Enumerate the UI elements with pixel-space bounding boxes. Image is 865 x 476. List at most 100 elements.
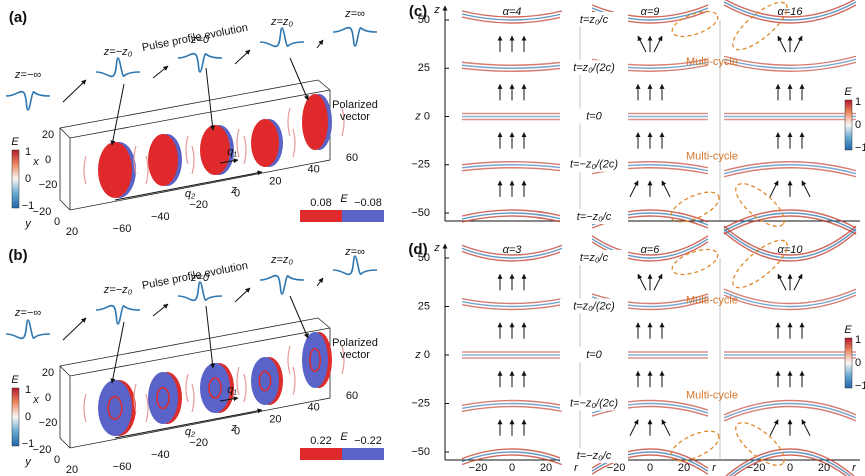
tick-label: 20 <box>818 462 830 474</box>
arrow <box>289 295 309 339</box>
stage-label: z=0 <box>190 34 210 46</box>
legend-swatch <box>300 210 342 222</box>
disk <box>200 363 230 413</box>
q-label: q₁ <box>227 384 237 396</box>
highlight <box>732 239 788 289</box>
field <box>591 238 709 259</box>
arrow <box>234 287 251 303</box>
fringe <box>185 135 247 165</box>
arrow <box>205 305 215 369</box>
colorbar-tick: −1 <box>22 200 35 212</box>
tick-label: 0 <box>234 187 240 199</box>
highlight <box>670 191 720 223</box>
fringe <box>287 345 345 375</box>
arrow <box>629 180 639 198</box>
tick-label: 0 <box>54 216 60 228</box>
stage-label: z=∞ <box>344 8 365 20</box>
field <box>723 405 857 422</box>
tick-label: −20 <box>189 437 208 449</box>
colorbar-tick: 1 <box>25 146 31 158</box>
pulse-icon <box>332 26 378 47</box>
colorbar-tick: −1 <box>855 380 865 392</box>
arrow <box>637 273 647 291</box>
pulse-icon <box>95 304 141 325</box>
field <box>461 244 563 256</box>
field <box>461 301 563 308</box>
axis-label: z <box>433 4 440 16</box>
fringe <box>287 107 345 137</box>
colorbar-tick: −1 <box>22 438 35 450</box>
tick-label: −20 <box>747 462 766 474</box>
legend-label: E <box>340 193 348 205</box>
colorbar-label: E <box>11 136 19 148</box>
disk <box>148 372 178 424</box>
stage-label: z=−z₀ <box>103 284 133 296</box>
tick-label: 0 <box>54 454 60 466</box>
field <box>723 212 857 232</box>
tick-label: 50 <box>418 14 430 26</box>
field <box>461 215 563 223</box>
stage-label: z=z₀ <box>270 254 293 266</box>
highlight <box>670 430 720 462</box>
field <box>728 451 852 476</box>
panel-label: (a) <box>9 9 27 26</box>
arrow <box>661 180 671 198</box>
highlight <box>732 1 788 51</box>
label-bg <box>560 250 628 265</box>
tick-label: 0 <box>509 462 515 474</box>
field <box>461 304 563 311</box>
field <box>461 451 563 463</box>
axis-label: x <box>32 394 39 406</box>
legend-value: −0.22 <box>354 435 382 447</box>
field <box>723 167 857 178</box>
field <box>723 209 857 229</box>
box <box>59 79 331 211</box>
arrow <box>769 180 779 198</box>
tick-label: 25 <box>418 62 430 74</box>
legend-swatch <box>342 210 384 222</box>
alpha-label: α=16 <box>778 6 804 18</box>
label-bg <box>560 347 628 362</box>
time-label: t=z₀/(2c) <box>573 300 615 312</box>
pulse-icon <box>177 281 223 302</box>
stage-label: z=0 <box>190 272 210 284</box>
ring <box>309 348 321 372</box>
ring <box>208 377 222 399</box>
tick-label: 20 <box>269 176 281 188</box>
field <box>461 164 563 169</box>
tick-label: −20 <box>607 462 626 474</box>
colorbar-label: E <box>11 374 19 386</box>
highlight <box>671 248 719 276</box>
arrow <box>316 277 324 287</box>
tick-label: 0 <box>424 110 430 122</box>
stage-label: z=z₀ <box>270 16 293 28</box>
colorbar <box>11 149 20 209</box>
tick-label: 60 <box>346 152 358 164</box>
stage-label: z=−z₀ <box>103 46 133 58</box>
tick-label: 20 <box>42 129 54 141</box>
arrow <box>234 49 251 65</box>
field <box>732 454 848 476</box>
field <box>723 215 857 235</box>
colorbar-tick: 1 <box>855 96 861 108</box>
field <box>723 1 857 21</box>
arrow <box>62 317 87 341</box>
arrow <box>629 419 639 436</box>
field <box>725 448 855 476</box>
axis-label: y <box>24 456 32 468</box>
colorbar-label: E <box>844 86 852 98</box>
colorbar <box>844 99 853 151</box>
axis-label: y <box>24 218 32 230</box>
arrow <box>637 35 647 53</box>
pulse-icon <box>5 319 51 340</box>
alpha-label: α=9 <box>641 6 660 18</box>
field <box>723 4 857 24</box>
field <box>724 0 856 18</box>
label-bg <box>560 298 628 314</box>
axis-label: r <box>852 462 857 474</box>
tick-label: −20 <box>39 179 58 191</box>
tick-label: −50 <box>411 207 430 219</box>
note: Multi-cycle <box>686 294 738 306</box>
legend-swatch <box>342 448 384 460</box>
field <box>461 402 563 409</box>
